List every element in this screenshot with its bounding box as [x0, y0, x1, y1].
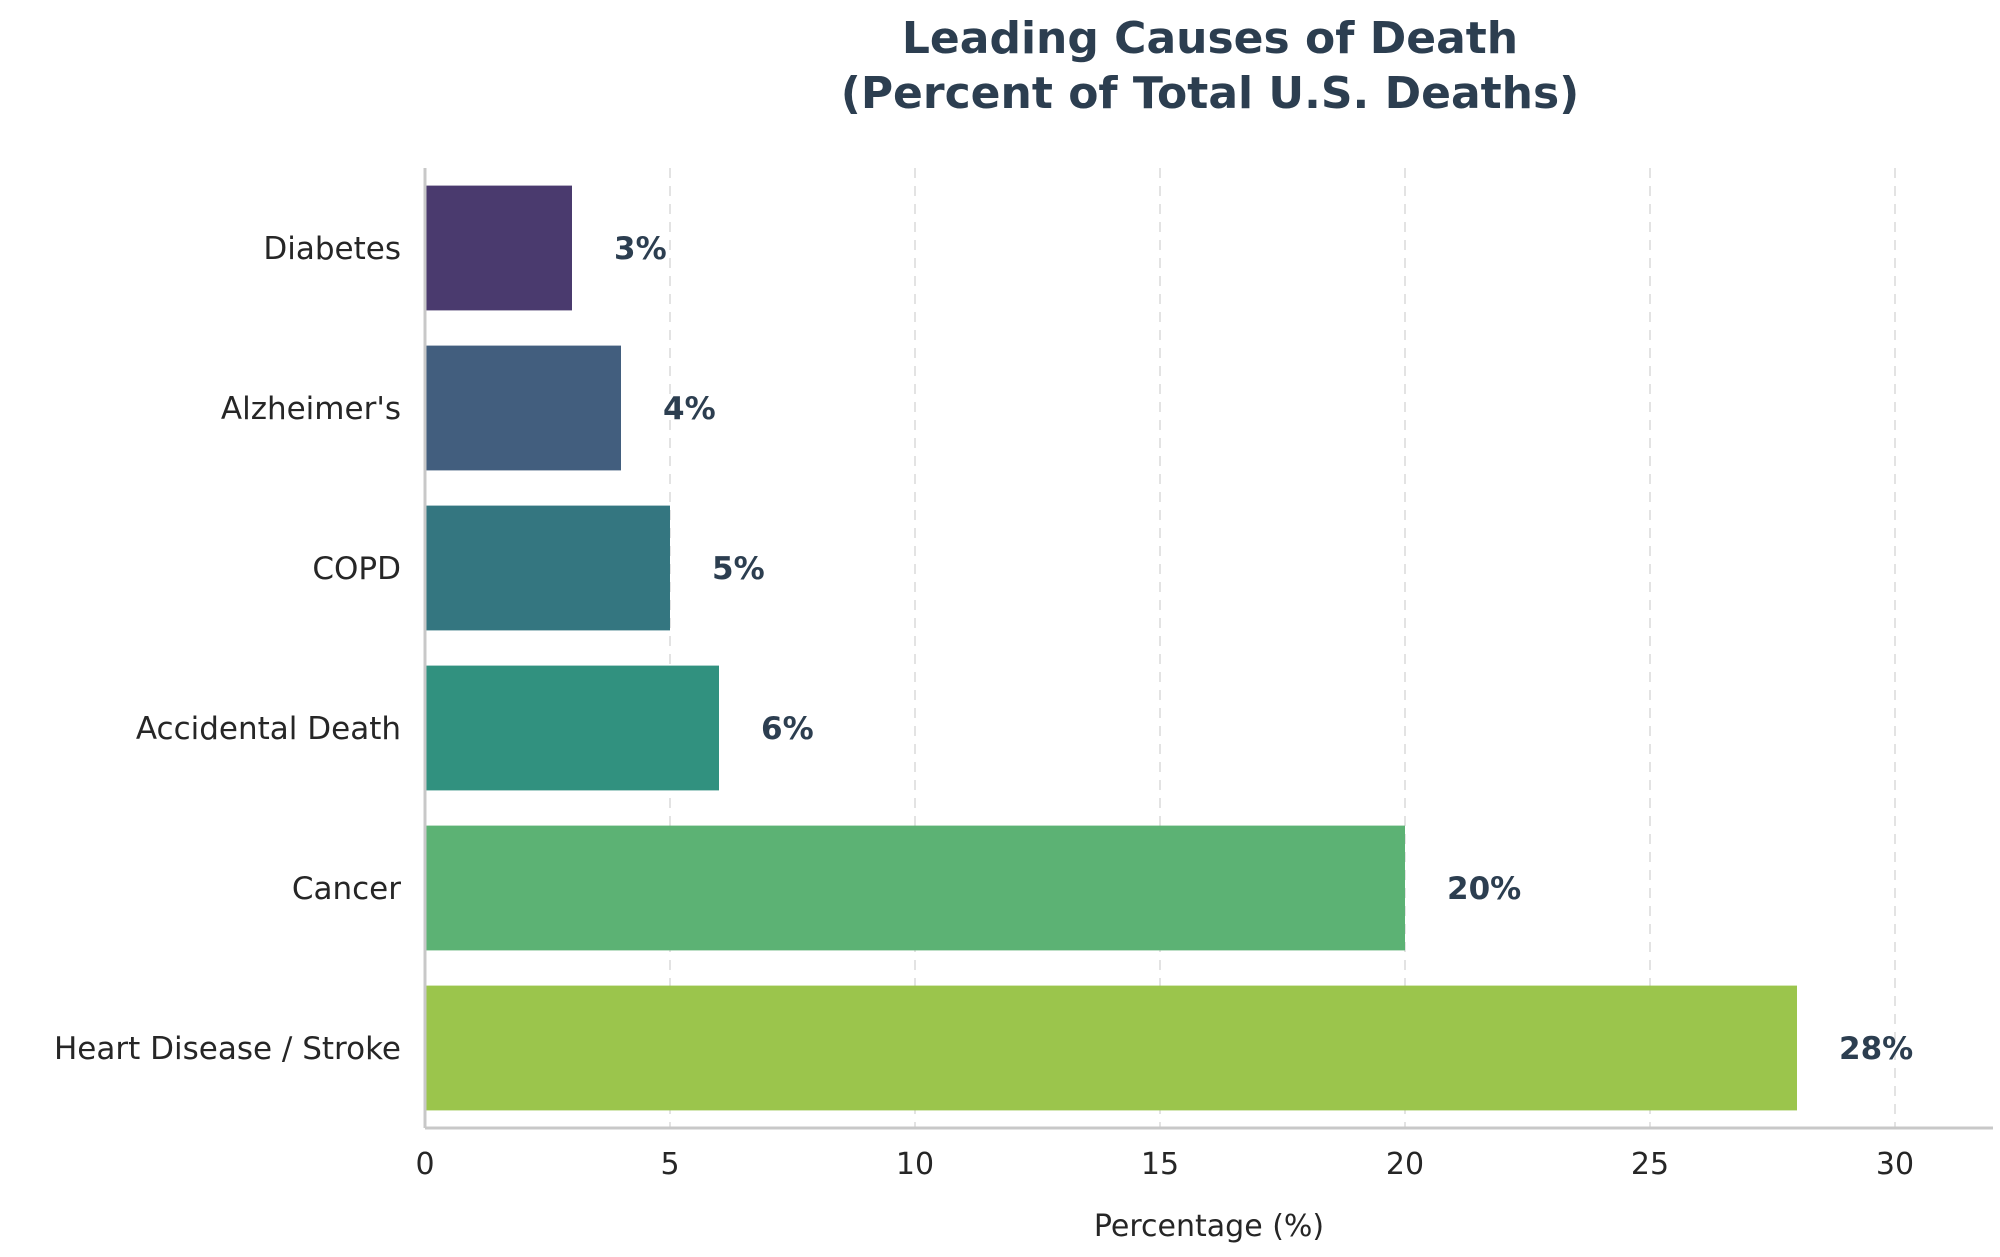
x-tick-label: 25 — [1631, 1147, 1669, 1182]
value-label: 20% — [1447, 871, 1521, 907]
bar — [425, 665, 719, 791]
x-tick-label: 5 — [660, 1147, 679, 1182]
x-tick-label: 0 — [415, 1147, 434, 1182]
value-label: 3% — [614, 231, 667, 267]
chart-title-line-1: Leading Causes of Death — [902, 13, 1518, 64]
value-labels: 28% 20% 6% 5% 4% 3% — [614, 231, 1913, 1067]
bar — [425, 345, 621, 471]
value-label: 5% — [712, 551, 765, 587]
value-label: 4% — [663, 391, 716, 427]
bar — [425, 505, 670, 631]
bar — [425, 985, 1797, 1111]
x-tick-label: 20 — [1386, 1147, 1424, 1182]
x-tick-labels: 0 5 10 15 20 25 30 — [415, 1147, 1914, 1182]
x-tick-label: 15 — [1141, 1147, 1179, 1182]
grid-lines — [669, 168, 1896, 1128]
category-label: Cancer — [292, 871, 401, 907]
category-label: COPD — [312, 551, 401, 587]
category-label: Diabetes — [263, 231, 401, 267]
category-label: Alzheimer's — [221, 391, 401, 427]
category-labels: Heart Disease / Stroke Cancer Accidental D… — [54, 231, 401, 1067]
axes — [423, 168, 1993, 1130]
value-label: 28% — [1839, 1031, 1913, 1067]
value-label: 6% — [761, 711, 814, 747]
chart-title-line-2: (Percent of Total U.S. Deaths) — [841, 68, 1580, 119]
bars — [425, 185, 1797, 1111]
category-label: Accidental Death — [136, 711, 401, 747]
bar — [425, 825, 1405, 951]
x-axis-label: Percentage (%) — [1094, 1209, 1324, 1244]
chart-title: Leading Causes of Death (Percent of Tota… — [841, 13, 1580, 119]
category-label: Heart Disease / Stroke — [54, 1031, 401, 1067]
x-tick-label: 30 — [1876, 1147, 1914, 1182]
bar — [425, 185, 572, 311]
x-tick-label: 10 — [896, 1147, 934, 1182]
